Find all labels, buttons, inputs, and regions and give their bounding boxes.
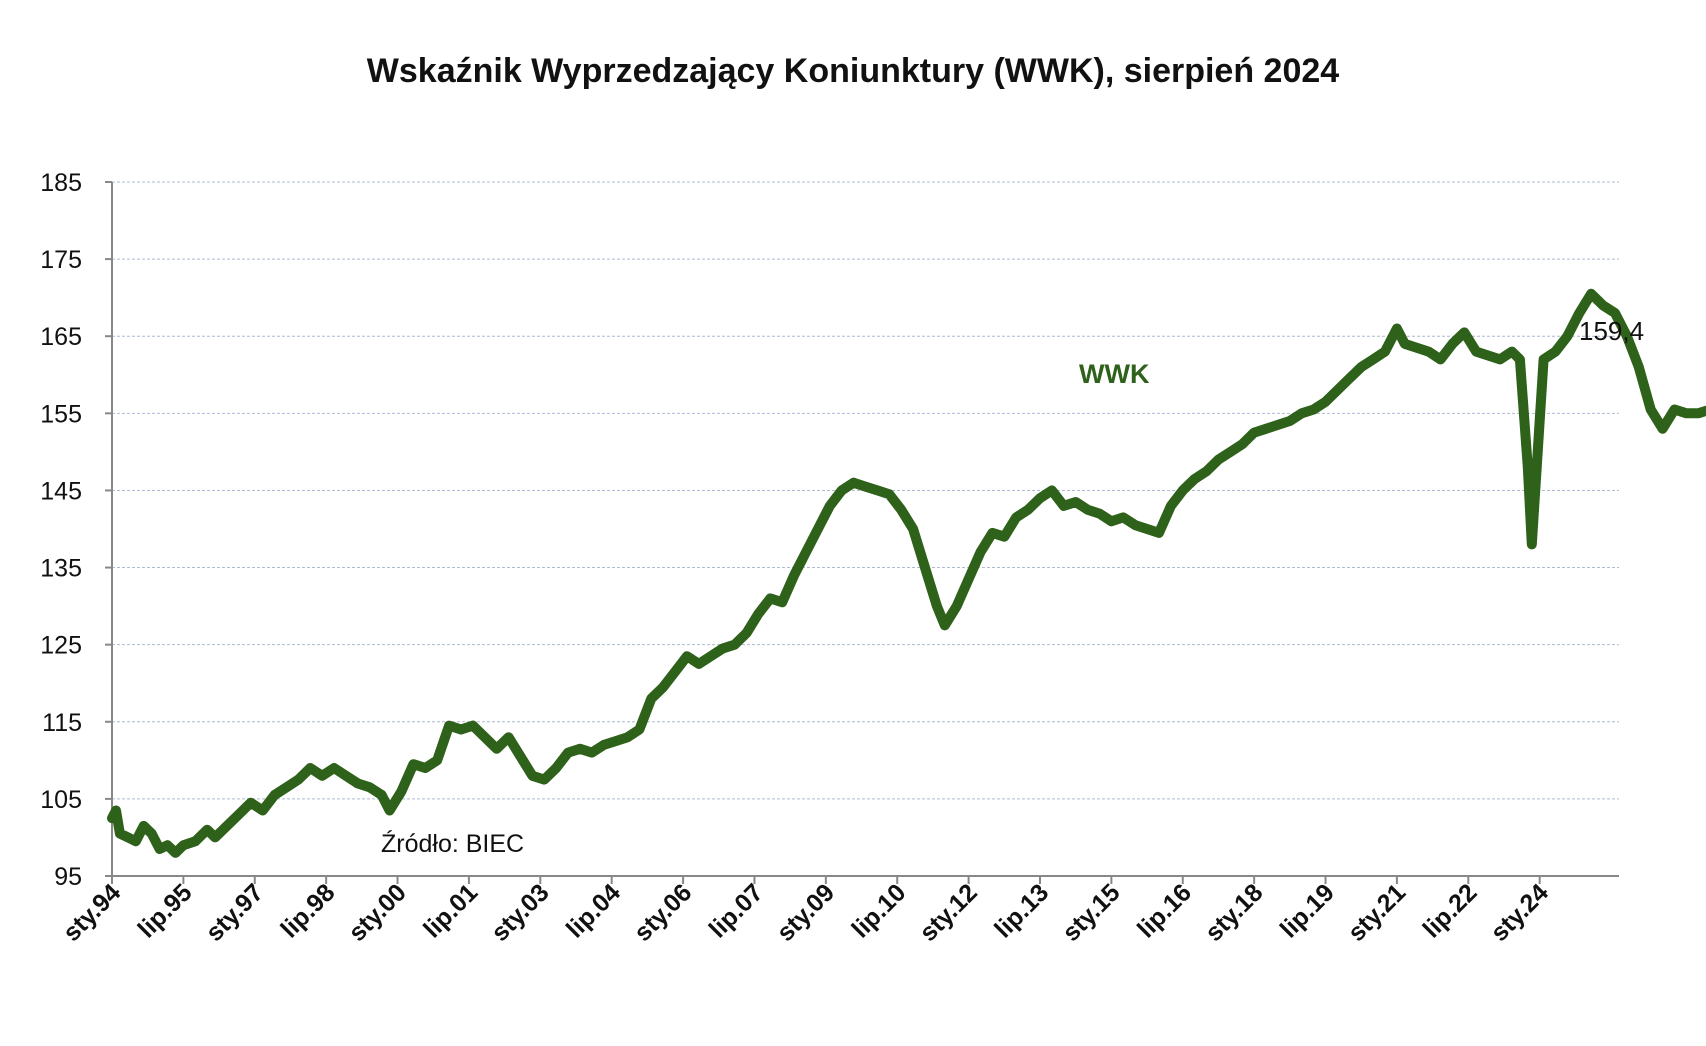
chart-title: Wskaźnik Wyprzedzający Koniunktury (WWK)… [367, 52, 1339, 90]
x-tick-label: sty.97 [200, 878, 269, 947]
x-tick-label: lip.19 [1275, 878, 1340, 943]
y-tick-label: 155 [40, 400, 82, 428]
axes [111, 182, 1619, 877]
x-tick-label: lip.22 [1418, 878, 1483, 943]
x-tick-label: lip.13 [989, 878, 1054, 943]
source-label: Źródło: BIEC [381, 829, 524, 858]
x-tick-label: sty.06 [629, 878, 698, 947]
x-tick-label: sty.18 [1200, 878, 1269, 947]
wwk-series-line [107, 288, 1706, 858]
x-tick-label: sty.24 [1485, 878, 1554, 947]
x-tick-label: lip.04 [561, 878, 626, 943]
x-tick-label: sty.09 [771, 878, 840, 947]
y-tick-label: 175 [40, 246, 82, 274]
x-tick-label: sty.12 [914, 878, 983, 947]
last-value-label: 159,4 [1579, 316, 1644, 346]
x-tick-label: lip.07 [704, 878, 769, 943]
y-tick-label: 185 [40, 169, 82, 197]
x-tick-label: lip.98 [275, 878, 340, 943]
x-tick-label: sty.15 [1057, 878, 1126, 947]
x-tick-label: lip.01 [418, 878, 483, 943]
y-tick-label: 105 [40, 786, 82, 814]
x-tick-label: lip.16 [1132, 878, 1197, 943]
y-tick-label: 145 [40, 477, 82, 505]
x-tick-label: sty.03 [486, 878, 555, 947]
series-label-wwk: WWK [1079, 359, 1150, 389]
y-tick-label: 115 [42, 709, 82, 737]
y-tick-label: 135 [40, 555, 82, 583]
x-tick-label: lip.95 [133, 878, 198, 943]
gridlines [112, 181, 1619, 800]
y-tick-label: 165 [40, 323, 82, 351]
x-tick-label: sty.00 [343, 878, 412, 947]
x-tick-label: lip.10 [846, 878, 911, 943]
y-tick-labels: 95 105 115 125 135 145 155 165 175 185 [40, 169, 112, 891]
x-tick-labels: sty.94 lip.95 sty.97 lip.98 sty.00 lip.01 sty.… [58, 876, 1554, 947]
x-tick-label: sty.21 [1343, 878, 1412, 947]
y-tick-label: 95 [54, 863, 82, 891]
y-tick-label: 125 [40, 632, 82, 660]
